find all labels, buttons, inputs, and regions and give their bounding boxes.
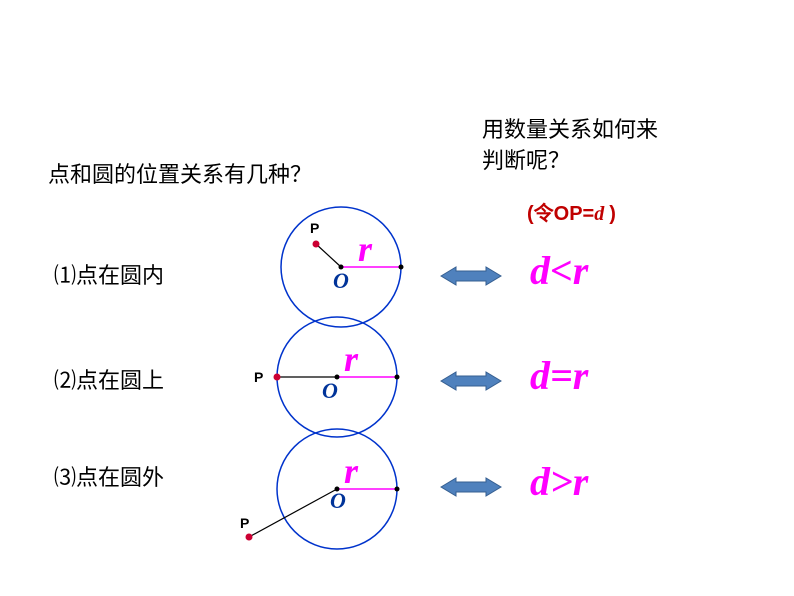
- case-label-3: ⑶点在圆外: [54, 460, 164, 492]
- point-p-2: [274, 374, 281, 381]
- result-3: d>r: [530, 458, 588, 505]
- o-label-2: O: [322, 378, 338, 404]
- geometry-svg: [0, 0, 794, 596]
- result-1: d<r: [530, 247, 588, 294]
- r-label-3: r: [344, 450, 358, 492]
- result-2: d=r: [530, 352, 588, 399]
- double-arrow-icon-3: [441, 478, 501, 496]
- r-label-2: r: [344, 338, 358, 380]
- point-p-3: [246, 534, 253, 541]
- r-label-1: r: [358, 228, 372, 270]
- case-label-2: ⑵点在圆上: [54, 363, 164, 395]
- p-label-1: P: [310, 220, 319, 236]
- radius-end-dot-2: [395, 375, 400, 380]
- radius-end-dot-3: [395, 487, 400, 492]
- radius-end-dot-1: [399, 265, 404, 270]
- o-label-3: O: [330, 488, 346, 514]
- p-label-3: P: [240, 515, 249, 531]
- double-arrow-icon-2: [441, 372, 501, 390]
- point-p-1: [313, 241, 320, 248]
- case-label-1: ⑴点在圆内: [54, 258, 164, 290]
- p-label-2: P: [254, 369, 263, 385]
- o-label-1: O: [333, 268, 349, 294]
- op-line-1: [316, 244, 341, 267]
- double-arrow-icon-1: [441, 267, 501, 285]
